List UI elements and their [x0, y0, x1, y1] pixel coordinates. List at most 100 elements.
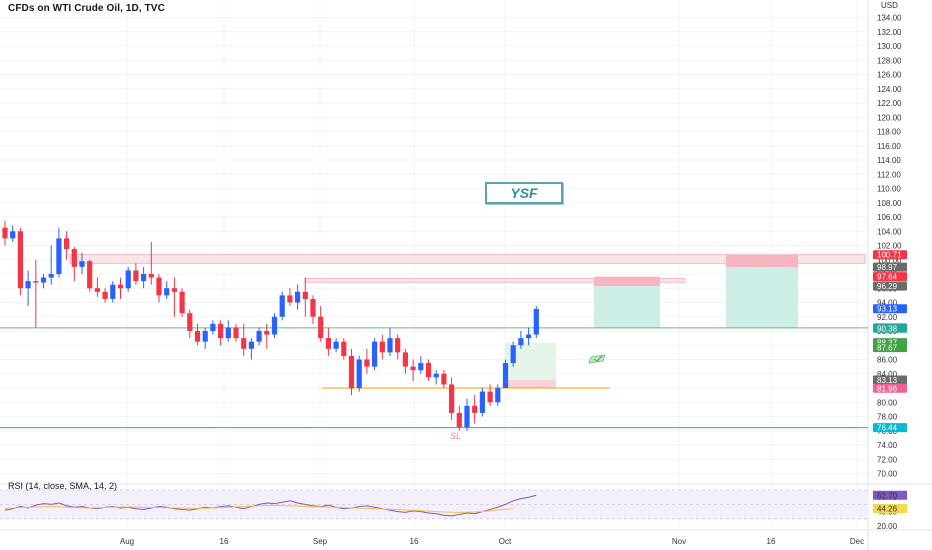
time-axis[interactable]: Aug 16 Sep 16 Oct Nov 16 Dec — [120, 537, 864, 546]
price-tag-text: 90.38 — [877, 324, 898, 333]
candle-body — [10, 231, 16, 239]
chart-title: CFDs on WTI Crude Oil, 1D, TVC — [8, 3, 165, 14]
candle-body — [418, 363, 424, 371]
rsi-value-text: 44.26 — [877, 505, 898, 514]
candle-body — [356, 359, 362, 388]
price-tick-label: 80.00 — [877, 398, 898, 407]
candle-body — [210, 323, 216, 331]
candle-body — [325, 338, 331, 349]
candle-body — [395, 338, 401, 353]
candle-body — [510, 345, 516, 364]
price-axis[interactable]: USD 134.00 132.00 130.00 128.00 126.00 124.00 1… — [877, 1, 902, 479]
loss-box — [505, 379, 556, 389]
price-tick-label: 106.00 — [877, 213, 902, 222]
candle-body — [233, 327, 239, 339]
candle-body — [502, 363, 509, 388]
candle-body — [402, 352, 408, 367]
candle-body — [40, 277, 47, 283]
price-tag-bg — [873, 343, 907, 353]
price-tag-bg — [873, 423, 907, 433]
time-tick-label: 16 — [410, 537, 419, 546]
candle-body — [148, 274, 154, 278]
price-tag: 76.44 — [873, 423, 907, 433]
candle-body — [533, 308, 539, 335]
price-tick-label: 92.00 — [877, 313, 898, 322]
candle-body — [526, 334, 532, 339]
price-tag-text: 100.71 — [877, 251, 902, 260]
price-tag-text: 83.13 — [877, 376, 898, 385]
price-tick-label: 74.00 — [877, 441, 898, 450]
candle-body — [264, 331, 270, 335]
candle-body — [279, 295, 285, 317]
price-tag-text: 76.44 — [877, 424, 898, 433]
rsi-label: RSI (14, close, SMA, 14, 2) — [8, 481, 118, 491]
sl-label: SL — [450, 431, 462, 441]
price-tick-label: 102.00 — [877, 242, 902, 251]
price-tag-bg — [873, 262, 907, 272]
stop-box-2 — [726, 254, 798, 268]
price-tick-label: 134.00 — [877, 14, 902, 23]
candle-body — [372, 341, 378, 367]
rsi-value-tag — [873, 490, 907, 500]
candle-body — [310, 298, 316, 317]
candle-series — [2, 220, 539, 431]
candle-body — [225, 327, 231, 339]
time-tick-label: Oct — [499, 537, 512, 546]
candle-body — [94, 288, 100, 292]
candle-body — [456, 412, 462, 428]
candle-body — [464, 405, 470, 428]
candle-body — [87, 261, 93, 289]
price-tag-bg — [873, 375, 907, 385]
price-tag: 93.13 — [873, 304, 907, 314]
candle-body — [348, 355, 355, 388]
candle-body — [141, 274, 147, 282]
candle-body — [441, 373, 447, 385]
candle-body — [164, 288, 170, 296]
candle-body — [341, 341, 347, 356]
time-tick-label: Sep — [313, 537, 328, 546]
candle-body — [79, 261, 85, 267]
ysf-logo: YSF — [485, 182, 563, 204]
price-tick-label: 126.00 — [877, 71, 902, 80]
price-tag-bg — [873, 323, 907, 333]
price-tick-label: 94.00 — [877, 299, 898, 308]
price-tick-label: 120.00 — [877, 113, 902, 122]
target-box-2 — [726, 267, 798, 328]
price-tags: 100.7198.9797.6496.2993.1390.4490.3888.3… — [873, 250, 907, 433]
candle-body — [256, 331, 262, 342]
rsi-value-text: 62.70 — [877, 491, 898, 500]
price-tag: 98.97 — [873, 262, 907, 272]
check-icon — [593, 355, 603, 362]
price-tick-label: 100.00 — [877, 256, 902, 265]
price-tick-label: 104.00 — [877, 227, 902, 236]
price-tick-label: 78.00 — [877, 413, 898, 422]
price-tick-label: 122.00 — [877, 99, 902, 108]
candle-body — [33, 281, 39, 283]
price-tag: 90.38 — [873, 323, 907, 333]
candle-body — [379, 341, 385, 353]
time-tick-label: Nov — [672, 537, 686, 546]
price-tick-label: 114.00 — [877, 156, 901, 165]
price-tag-text: 87.67 — [877, 344, 898, 353]
stop-box-1 — [594, 276, 660, 287]
candle-body — [487, 391, 493, 403]
candle-body — [287, 295, 293, 303]
candle-body — [71, 249, 77, 267]
price-tick-label: 86.00 — [877, 356, 898, 365]
candle-body — [64, 238, 70, 250]
price-tick-label: 118.00 — [877, 128, 901, 137]
candle-body — [102, 291, 108, 299]
price-tick-label: 132.00 — [877, 28, 902, 37]
candle-body — [156, 277, 162, 296]
price-tag: 100.71 — [873, 250, 907, 260]
price-tag-text: 96.29 — [877, 282, 898, 291]
price-tag-text: 97.64 — [877, 273, 898, 282]
candle-body — [248, 341, 254, 349]
candle-body — [302, 291, 308, 299]
candle-body — [449, 384, 455, 413]
candle-body — [48, 274, 54, 278]
target-box-1 — [594, 286, 660, 328]
rsi-value-tag — [873, 504, 907, 514]
candle-body — [387, 338, 393, 353]
